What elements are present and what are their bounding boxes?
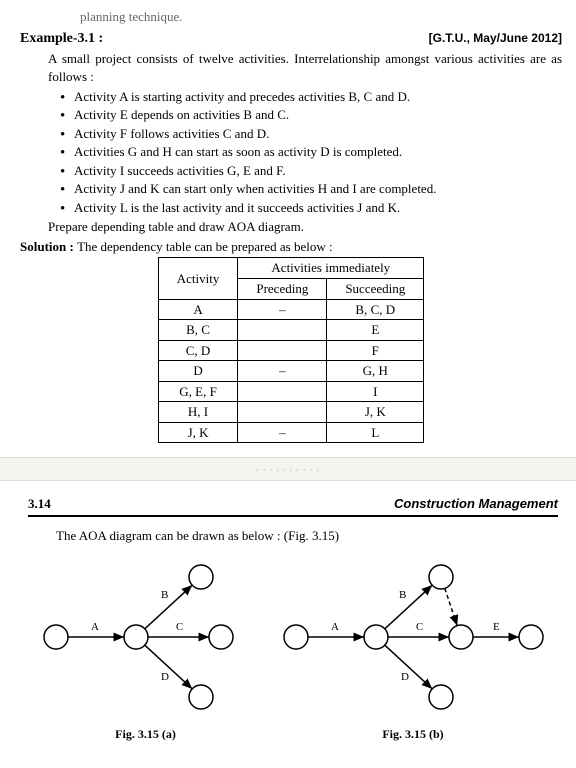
- list-item: Activity F follows activities C and D.: [60, 125, 562, 143]
- cell: E: [327, 320, 424, 341]
- list-item: Activities G and H can start as soon as …: [60, 143, 562, 161]
- cell: J, K: [327, 402, 424, 423]
- page-top: planning technique. Example-3.1 : [G.T.U…: [0, 0, 576, 457]
- book-title: Construction Management: [394, 495, 558, 513]
- cell: G, H: [327, 361, 424, 382]
- fig-a-label: Fig. 3.15 (a): [31, 726, 261, 742]
- cell: H, I: [158, 402, 238, 423]
- list-item: Activity L is the last activity and it s…: [60, 199, 562, 217]
- fig-b-label: Fig. 3.15 (b): [271, 726, 556, 742]
- aoa-diagram-b: A B C D E: [271, 552, 556, 717]
- list-item: Activity J and K can start only when act…: [60, 180, 562, 198]
- svg-text:C: C: [176, 621, 183, 633]
- table-row: D–G, H: [158, 361, 424, 382]
- svg-text:A: A: [331, 621, 339, 633]
- th-succeeding: Succeeding: [327, 279, 424, 300]
- cell: B, C: [158, 320, 238, 341]
- page2-header: 3.14 Construction Management: [28, 495, 558, 517]
- example-header: Example-3.1 : [G.T.U., May/June 2012]: [20, 30, 562, 49]
- solution-label: Solution :: [20, 239, 77, 254]
- table-row: G, E, F I: [158, 381, 424, 402]
- page-number: 3.14: [28, 495, 51, 513]
- list-item: Activity I succeeds activities G, E and …: [60, 162, 562, 180]
- svg-text:D: D: [401, 671, 409, 683]
- prepare-text: Prepare depending table and draw AOA dia…: [20, 218, 562, 236]
- diagrams-row: A B C D Fig. 3.15 (a) A B C D E Fig. 3.15 (b): [28, 552, 558, 742]
- example-title: Example-3.1 :: [20, 30, 103, 49]
- svg-text:C: C: [416, 621, 423, 633]
- svg-text:D: D: [161, 671, 169, 683]
- cell: G, E, F: [158, 381, 238, 402]
- table-row: J, K–L: [158, 422, 424, 443]
- svg-text:E: E: [493, 621, 500, 633]
- table-row: H, I J, K: [158, 402, 424, 423]
- page-bottom: 3.14 Construction Management The AOA dia…: [0, 481, 576, 746]
- list-item: Activity E depends on activities B and C…: [60, 106, 562, 124]
- cell: –: [238, 361, 327, 382]
- diagram-a-cell: A B C D Fig. 3.15 (a): [31, 552, 261, 742]
- cell: –: [238, 422, 327, 443]
- activity-list: Activity A is starting activity and prec…: [20, 88, 562, 217]
- cell: A: [158, 299, 238, 320]
- svg-text:B: B: [399, 589, 406, 601]
- aoa-diagram-a: A B C D: [31, 552, 261, 717]
- cell: C, D: [158, 340, 238, 361]
- cell: J, K: [158, 422, 238, 443]
- cell: [238, 402, 327, 423]
- table-row: C, D F: [158, 340, 424, 361]
- cell: [238, 340, 327, 361]
- solution-line: Solution : The dependency table can be p…: [20, 238, 562, 256]
- th-activity: Activity: [158, 258, 238, 299]
- list-item: Activity A is starting activity and prec…: [60, 88, 562, 106]
- cell: B, C, D: [327, 299, 424, 320]
- th-preceding: Preceding: [238, 279, 327, 300]
- example-ref: [G.T.U., May/June 2012]: [429, 30, 562, 49]
- gap-noise: · · · · · · · · · ·: [0, 458, 576, 477]
- page-gap: · · · · · · · · · ·: [0, 457, 576, 481]
- cell: D: [158, 361, 238, 382]
- cell: I: [327, 381, 424, 402]
- svg-text:B: B: [161, 589, 168, 601]
- cell: –: [238, 299, 327, 320]
- aoa-caption: The AOA diagram can be drawn as below : …: [28, 527, 558, 545]
- cell: L: [327, 422, 424, 443]
- th-immediate: Activities immediately: [238, 258, 424, 279]
- solution-text: The dependency table can be prepared as …: [77, 239, 333, 254]
- cutoff-text: planning technique.: [20, 8, 562, 26]
- dependency-table: Activity Activities immediately Precedin…: [158, 257, 425, 443]
- cell: F: [327, 340, 424, 361]
- table-row: Activity Activities immediately: [158, 258, 424, 279]
- table-row: B, C E: [158, 320, 424, 341]
- intro-text: A small project consists of twelve activ…: [20, 50, 562, 85]
- table-row: A–B, C, D: [158, 299, 424, 320]
- diagram-b-cell: A B C D E Fig. 3.15 (b): [271, 552, 556, 742]
- cell: [238, 381, 327, 402]
- cell: [238, 320, 327, 341]
- svg-text:A: A: [91, 621, 99, 633]
